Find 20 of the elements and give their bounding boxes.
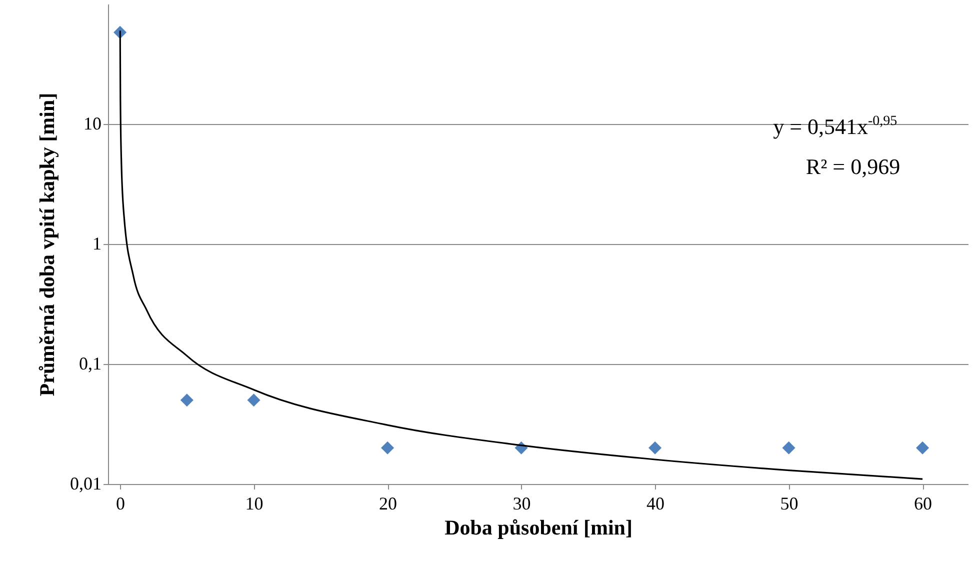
y-tick-label: 10 <box>84 114 102 134</box>
y-tick-label: 0,1 <box>79 354 102 374</box>
point <box>180 394 194 407</box>
x-axis-title: Doba působení [min] <box>444 516 632 540</box>
point <box>381 441 394 454</box>
x-tick-label: 10 <box>245 494 264 514</box>
x-tick-label: 40 <box>646 494 665 514</box>
y-tick-label: 0,01 <box>70 474 102 494</box>
x-tick-label: 30 <box>512 494 531 514</box>
x-tick-label: 60 <box>914 494 932 514</box>
point <box>916 441 930 454</box>
x-tick-label: 20 <box>379 494 398 514</box>
y-tick-label: 1 <box>92 234 102 254</box>
annotation: R² = 0,969 <box>806 154 900 179</box>
x-tick-label: 50 <box>780 494 798 514</box>
point <box>247 394 260 407</box>
point <box>648 441 662 454</box>
x-tick-label: 0 <box>116 494 126 514</box>
point <box>782 441 796 454</box>
y-axis-title: Průměrná doba vpití kapky [min] <box>35 92 59 396</box>
